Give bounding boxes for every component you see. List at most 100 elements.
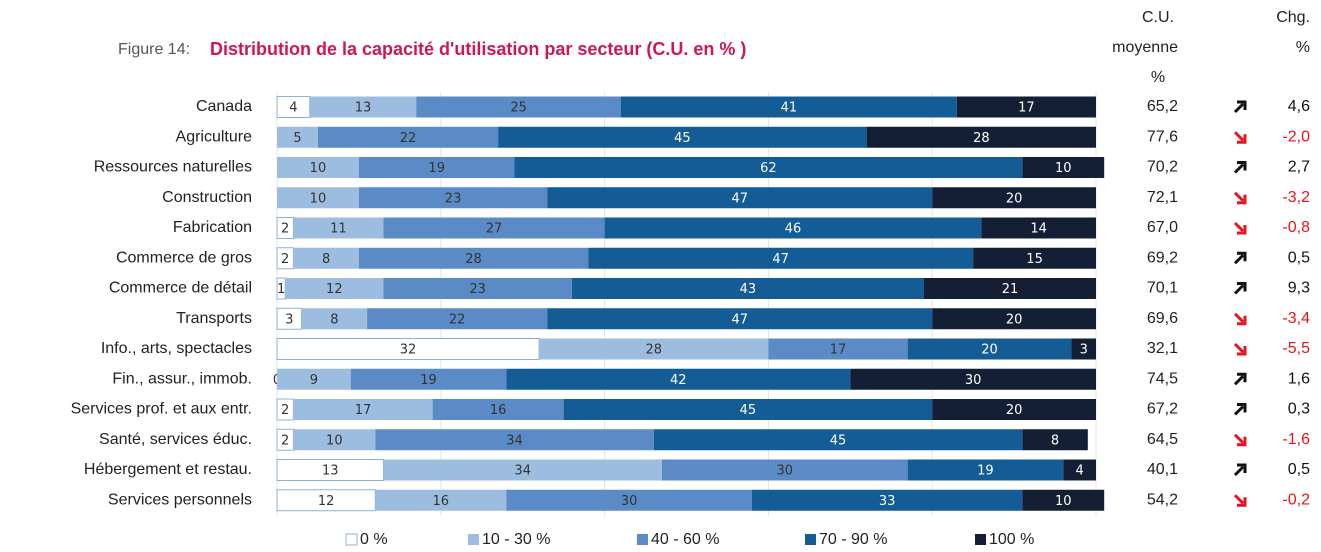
bar-segment <box>932 399 1096 420</box>
segment-label: 34 <box>506 433 523 448</box>
segment-label: 8 <box>322 252 330 267</box>
bar-segment <box>932 187 1096 209</box>
segment-label: 3 <box>285 312 293 327</box>
segment-label: 10 <box>1055 494 1072 509</box>
segment-label: 12 <box>318 494 335 509</box>
cu-value: 65,2 <box>1147 98 1178 115</box>
segment-label: 10 <box>310 161 327 176</box>
legend-swatch <box>468 534 479 545</box>
bar-segment <box>571 278 925 299</box>
bar-segment <box>1022 429 1088 451</box>
bar-segment <box>768 338 908 360</box>
segment-label: 19 <box>420 373 437 388</box>
cu-value: 70,1 <box>1147 280 1178 297</box>
trend-arrow <box>1233 403 1247 416</box>
segment-label: 17 <box>830 343 847 358</box>
legend-swatch <box>345 533 358 546</box>
bar-segment <box>358 187 548 209</box>
bar-segment <box>375 429 654 451</box>
segment-label: 30 <box>777 464 794 479</box>
chart-title: Distribution de la capacité d'utilisatio… <box>210 39 746 59</box>
segment-label: 16 <box>433 494 450 509</box>
segment-label: 45 <box>830 433 847 448</box>
bar-segment <box>498 126 867 148</box>
cu-value: 77,6 <box>1147 128 1178 145</box>
bar-segment <box>752 489 1023 511</box>
segment-label: 47 <box>731 312 748 327</box>
segment-label: 13 <box>322 464 339 479</box>
trend-arrow <box>1233 312 1247 326</box>
bar-segment <box>907 459 1064 481</box>
legend-label: 70 - 90 % <box>819 531 887 548</box>
legend-label: 40 - 60 % <box>651 531 719 548</box>
bar-segment <box>432 399 564 420</box>
bar-segment <box>358 157 515 178</box>
segment-label: 21 <box>1002 282 1019 297</box>
chg-value: 0,5 <box>1288 249 1310 266</box>
bar-segment <box>317 126 499 148</box>
cu-value: 67,0 <box>1147 219 1178 236</box>
category-label: Construction <box>162 189 252 206</box>
bar-segment <box>375 489 507 511</box>
chg-value: 0,5 <box>1288 461 1310 478</box>
bar-segment <box>850 368 1096 390</box>
cu-value: 40,1 <box>1147 461 1178 478</box>
chg-value: -0,2 <box>1282 491 1310 508</box>
trend-arrow <box>1233 282 1247 295</box>
segment-label: 23 <box>445 191 462 206</box>
column-header: C.U. <box>1142 9 1174 26</box>
segment-label: 28 <box>645 343 662 358</box>
bar-segment <box>293 429 376 451</box>
bar-segment <box>383 459 662 481</box>
bar-segment <box>620 96 957 118</box>
bar-segment <box>1022 157 1105 178</box>
bar-segment <box>1071 338 1096 360</box>
segment-label: 10 <box>310 191 327 206</box>
segment-label: 16 <box>490 403 507 418</box>
segment-label: 4 <box>289 101 297 116</box>
chg-value: 1,6 <box>1288 370 1310 387</box>
chg-value: 2,7 <box>1288 159 1310 176</box>
segment-label: 2 <box>281 222 289 237</box>
segment-label: 3 <box>1080 343 1088 358</box>
segment-label: 28 <box>973 131 990 146</box>
chg-value: 9,3 <box>1288 280 1310 297</box>
segment-label: 33 <box>879 494 896 509</box>
bar-segment <box>661 459 908 481</box>
segment-label: 41 <box>781 101 798 116</box>
bar-segment <box>539 338 769 360</box>
segment-label: 2 <box>281 433 289 448</box>
trend-arrow <box>1233 342 1247 356</box>
cu-value: 69,2 <box>1147 249 1178 266</box>
bar-segment <box>547 308 933 330</box>
bar-segment <box>924 278 1096 299</box>
trend-arrow <box>1233 494 1247 507</box>
chg-value: -5,5 <box>1282 340 1310 357</box>
bar-segment <box>506 489 753 511</box>
segment-label: 25 <box>510 101 527 116</box>
category-label: Canada <box>196 98 252 115</box>
bar-segment <box>285 278 384 299</box>
bar-segment <box>293 217 384 239</box>
segment-label: 30 <box>621 494 638 509</box>
chg-value: -3,4 <box>1282 310 1310 327</box>
chg-value: -2,0 <box>1282 128 1310 145</box>
trend-arrow <box>1233 463 1247 477</box>
bar-segment <box>358 247 589 269</box>
legend-swatch <box>805 534 816 545</box>
column-header: Chg. <box>1276 9 1310 26</box>
legend-label: 0 % <box>360 531 388 548</box>
segment-label: 47 <box>772 252 789 267</box>
bar-segment <box>588 247 974 269</box>
segment-label: 43 <box>740 282 757 297</box>
category-label: Services personnels <box>108 491 252 508</box>
segment-label: 22 <box>400 131 417 146</box>
segment-label: 46 <box>785 222 802 237</box>
cu-value: 74,5 <box>1147 370 1178 387</box>
bar-segment <box>293 247 359 269</box>
trend-arrow <box>1233 131 1247 144</box>
bar-segment <box>563 399 933 420</box>
category-label: Info., arts, spectacles <box>101 340 252 357</box>
segment-label: 13 <box>355 101 372 116</box>
segment-label: 2 <box>281 252 289 267</box>
